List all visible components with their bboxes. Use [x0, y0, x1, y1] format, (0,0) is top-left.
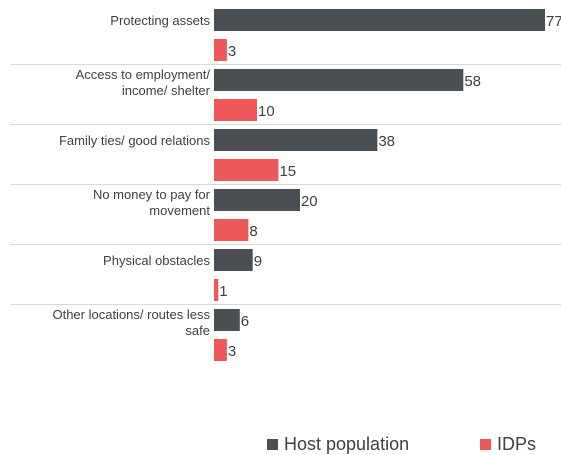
data-label: 8 — [249, 223, 257, 240]
data-label: 38 — [378, 133, 395, 150]
legend-label-host: Host population — [284, 433, 410, 454]
bar-idps — [214, 159, 279, 181]
legend-swatch-idps — [480, 438, 491, 450]
data-label: 77 — [546, 13, 561, 30]
category-label: income/ shelter — [122, 83, 211, 98]
data-label: 3 — [228, 43, 236, 60]
category-label: safe — [185, 323, 210, 338]
bar-host-population — [214, 189, 300, 211]
data-label: 9 — [254, 253, 262, 270]
legend-host: Host population — [267, 433, 409, 455]
category-label: Protecting assets — [110, 13, 210, 28]
category-label: Other locations/ routes less — [52, 307, 210, 322]
bar-host-population — [214, 129, 378, 151]
bar-idps — [214, 219, 249, 241]
legend-swatch-host — [267, 438, 278, 450]
legend-idps: IDPs — [480, 433, 536, 455]
bar-host-population — [214, 9, 545, 31]
category-label: Physical obstacles — [103, 253, 210, 268]
bar-idps — [214, 39, 227, 61]
bar-host-population — [214, 309, 240, 331]
data-label: 20 — [301, 193, 318, 210]
bar-host-population — [214, 69, 464, 91]
category-label: Family ties/ good relations — [59, 133, 211, 148]
category-label: Access to employment/ — [76, 67, 211, 82]
data-label: 1 — [219, 283, 227, 300]
data-label: 6 — [241, 313, 249, 330]
category-label: No money to pay for — [93, 187, 211, 202]
bar-host-population — [214, 249, 253, 271]
data-label: 58 — [464, 73, 481, 90]
data-label: 3 — [228, 343, 236, 360]
bar-idps — [214, 99, 257, 121]
bar-idps — [214, 279, 219, 301]
data-label: 10 — [258, 103, 275, 120]
legend-label-idps: IDPs — [497, 433, 537, 454]
bar-idps — [214, 339, 227, 361]
bar-chart: Protecting assets 77 3 Access to employment… — [10, 9, 561, 361]
data-label: 15 — [279, 163, 296, 180]
category-label: movement — [149, 203, 210, 218]
